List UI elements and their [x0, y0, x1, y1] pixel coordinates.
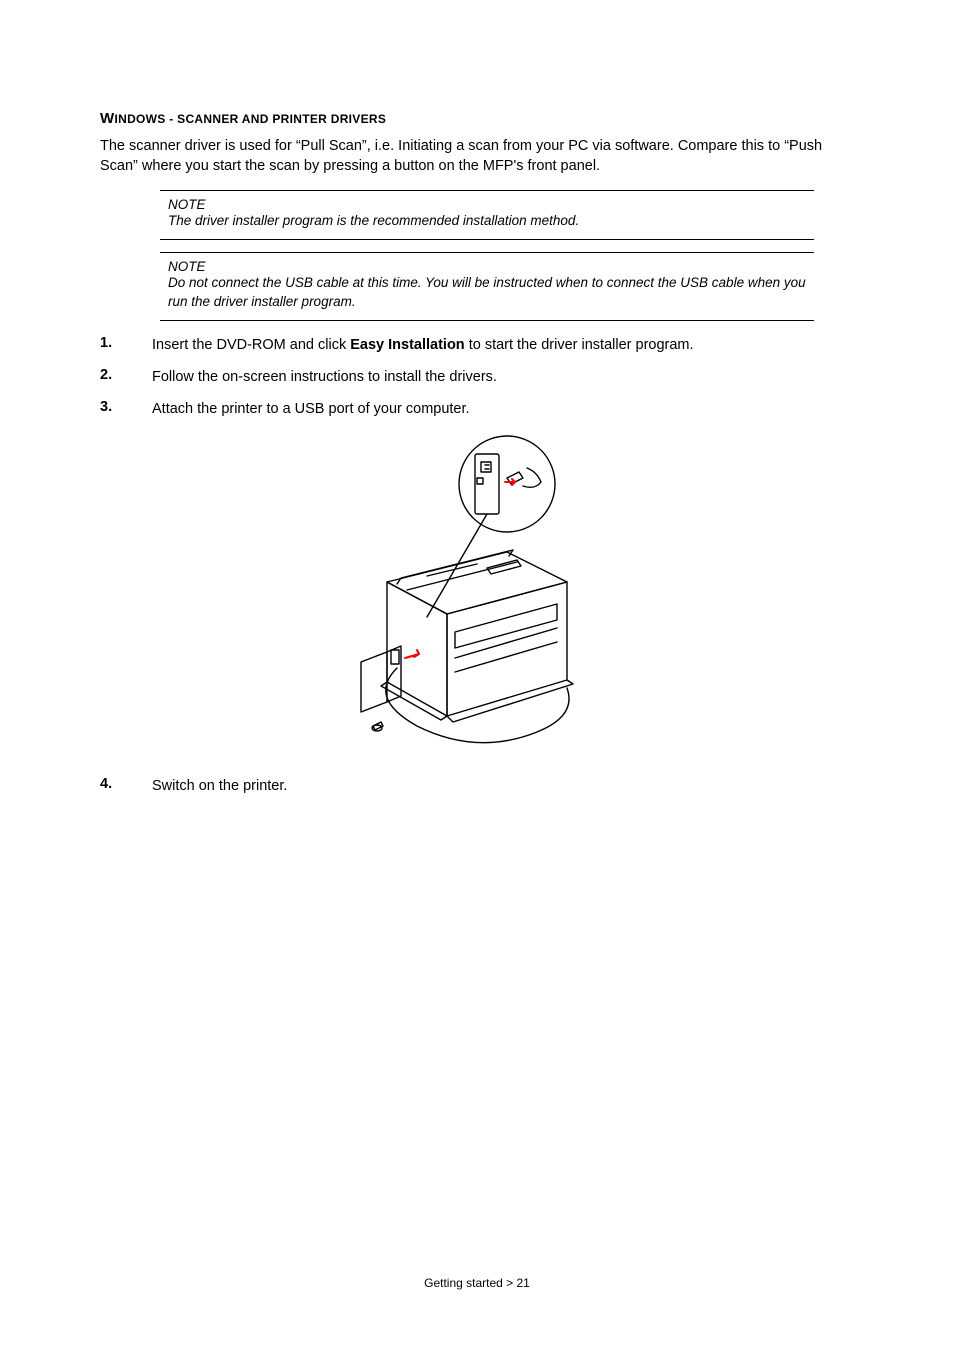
heading-first-char: W [100, 110, 114, 127]
step-item: 3. Attach the printer to a USB port of y… [100, 399, 854, 419]
note-text: Do not connect the USB cable at this tim… [168, 274, 806, 312]
step-text-after: to start the driver installer program. [465, 337, 694, 353]
heading-rest: indows - scanner and printer drivers [114, 112, 386, 126]
steps-list-after-figure: 4. Switch on the printer. [100, 776, 854, 796]
step-text: Insert the DVD-ROM and click Easy Instal… [152, 335, 854, 355]
intro-paragraph: The scanner driver is used for “Pull Sca… [100, 137, 854, 176]
step-text-before: Switch on the printer. [152, 778, 287, 794]
step-item: 2. Follow the on-screen instructions to … [100, 367, 854, 387]
note-box-2: NOTE Do not connect the USB cable at thi… [160, 252, 814, 321]
step-text: Attach the printer to a USB port of your… [152, 399, 854, 419]
section-heading: Windows - scanner and printer drivers [100, 110, 854, 127]
note-text: The driver installer program is the reco… [168, 212, 806, 231]
note-title: NOTE [168, 197, 806, 212]
step-text-before: Insert the DVD-ROM and click [152, 337, 350, 353]
note-title: NOTE [168, 259, 806, 274]
step-text: Follow the on-screen instructions to ins… [152, 367, 854, 387]
page: Windows - scanner and printer drivers Th… [0, 0, 954, 1350]
step-item: 4. Switch on the printer. [100, 776, 854, 796]
step-text-bold: Easy Installation [350, 337, 464, 353]
printer-line-art [327, 432, 627, 762]
step-number: 1. [100, 335, 152, 351]
step-number: 2. [100, 367, 152, 383]
steps-list: 1. Insert the DVD-ROM and click Easy Ins… [100, 335, 854, 420]
step-text-before: Follow the on-screen instructions to ins… [152, 369, 497, 385]
page-footer: Getting started > 21 [100, 1276, 854, 1290]
step-number: 3. [100, 399, 152, 415]
note-box-1: NOTE The driver installer program is the… [160, 190, 814, 240]
step-text-before: Attach the printer to a USB port of your… [152, 401, 470, 417]
step-text: Switch on the printer. [152, 776, 854, 796]
step-item: 1. Insert the DVD-ROM and click Easy Ins… [100, 335, 854, 355]
printer-figure [100, 432, 854, 762]
step-number: 4. [100, 776, 152, 792]
